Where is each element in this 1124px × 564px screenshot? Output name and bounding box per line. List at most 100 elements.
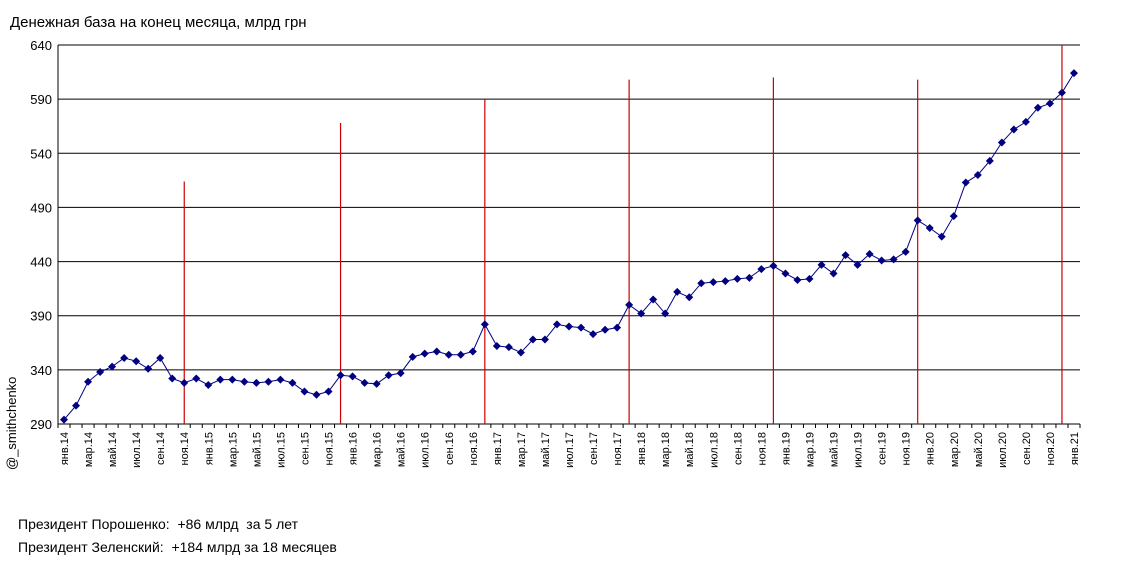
- data-point: [456, 350, 465, 359]
- data-point: [192, 374, 201, 383]
- data-point: [528, 335, 537, 344]
- x-tick-label: янв.16: [348, 432, 360, 465]
- data-point: [649, 295, 658, 304]
- y-tick-label: 440: [30, 255, 52, 270]
- data-point: [961, 178, 970, 187]
- data-point: [480, 320, 489, 329]
- data-point: [565, 322, 573, 331]
- data-point: [336, 371, 345, 380]
- data-point: [120, 353, 129, 362]
- data-point: [1033, 103, 1042, 112]
- x-tick-label: май.20: [973, 432, 985, 467]
- data-point: [444, 350, 453, 359]
- data-point: [745, 273, 754, 282]
- x-tick-label: июл.20: [997, 432, 1009, 468]
- x-tick-label: янв.19: [780, 432, 792, 465]
- x-tick-label: янв.15: [203, 432, 215, 465]
- x-tick-label: сен.15: [299, 432, 311, 465]
- note-poroshenko: Президент Порошенко: +86 млрд за 5 лет: [18, 516, 298, 532]
- x-tick-label: ноя.20: [1045, 432, 1057, 465]
- data-point: [661, 309, 670, 318]
- y-tick-label: 340: [30, 363, 52, 378]
- data-point: [865, 249, 874, 258]
- data-point: [1069, 69, 1078, 78]
- x-tick-label: ноя.15: [324, 432, 336, 465]
- data-point: [781, 269, 790, 278]
- data-point: [925, 224, 934, 233]
- data-point: [589, 330, 598, 339]
- x-tick-label: май.14: [107, 432, 119, 467]
- x-tick-label: мар.19: [804, 432, 816, 467]
- series: [60, 69, 1078, 424]
- data-point: [769, 261, 778, 270]
- data-point: [132, 357, 141, 366]
- x-tick-label: ноя.17: [612, 432, 624, 465]
- data-point: [360, 378, 369, 387]
- x-tick-label: июл.16: [420, 432, 432, 468]
- data-point: [240, 377, 249, 386]
- x-tick-label: янв.21: [1069, 432, 1081, 465]
- data-point: [853, 260, 862, 269]
- data-point: [985, 156, 994, 165]
- data-point: [384, 371, 393, 380]
- x-tick-label: май.18: [684, 432, 696, 467]
- x-tick-label: ноя.19: [901, 432, 913, 465]
- data-point: [1045, 99, 1054, 108]
- notes: Президент Порошенко: +86 млрд за 5 лет П…: [18, 513, 337, 559]
- data-point: [420, 349, 429, 358]
- data-point: [625, 300, 634, 309]
- data-point: [72, 401, 81, 410]
- data-point: [1057, 88, 1066, 97]
- chart-title: Денежная база на конец месяца, млрд грн: [10, 14, 307, 31]
- data-point: [168, 374, 177, 383]
- data-point: [613, 323, 622, 332]
- x-tick-label: май.19: [829, 432, 841, 467]
- data-point: [396, 369, 405, 378]
- watermark: @_smithchenko: [4, 376, 19, 470]
- x-tick-label: мар.17: [516, 432, 528, 467]
- x-tick-label: мар.18: [660, 432, 672, 467]
- x-tick-label: мар.14: [83, 432, 95, 467]
- data-point: [156, 353, 165, 362]
- data-point: [1021, 117, 1030, 126]
- data-point: [913, 216, 922, 225]
- y-tick-label: 290: [30, 417, 52, 432]
- data-point: [408, 352, 417, 361]
- data-point: [516, 348, 525, 357]
- data-point: [348, 372, 357, 381]
- x-tick-label: сен.14: [155, 432, 167, 465]
- data-point: [540, 335, 549, 344]
- data-point: [372, 379, 381, 388]
- data-point: [829, 269, 838, 278]
- x-tick-label: май.17: [540, 432, 552, 467]
- data-point: [973, 170, 982, 179]
- data-point: [793, 275, 802, 284]
- data-point: [180, 378, 189, 387]
- data-point: [637, 309, 646, 318]
- data-point: [432, 347, 441, 356]
- data-point: [817, 260, 826, 269]
- data-point: [889, 255, 898, 264]
- data-point: [144, 364, 153, 373]
- data-point: [949, 212, 958, 221]
- x-tick-label: мар.20: [949, 432, 961, 467]
- data-point: [228, 375, 237, 384]
- data-point: [504, 343, 513, 352]
- x-tick-label: сен.17: [588, 432, 600, 465]
- data-point: [276, 375, 285, 384]
- data-point: [697, 279, 706, 288]
- x-tick-label: ноя.16: [468, 432, 480, 465]
- x-tick-label: июл.17: [564, 432, 576, 468]
- x-tick-label: янв.18: [636, 432, 648, 465]
- x-tick-label: сен.18: [732, 432, 744, 465]
- x-tick-label: ноя.14: [179, 432, 191, 465]
- x-tick-label: июл.14: [131, 432, 143, 468]
- x-tick-label: янв.20: [925, 432, 937, 465]
- data-point: [805, 274, 814, 283]
- data-point: [901, 247, 910, 256]
- data-point: [997, 138, 1006, 147]
- x-tick-label: ноя.18: [756, 432, 768, 465]
- data-point: [492, 342, 501, 351]
- data-point: [204, 381, 213, 390]
